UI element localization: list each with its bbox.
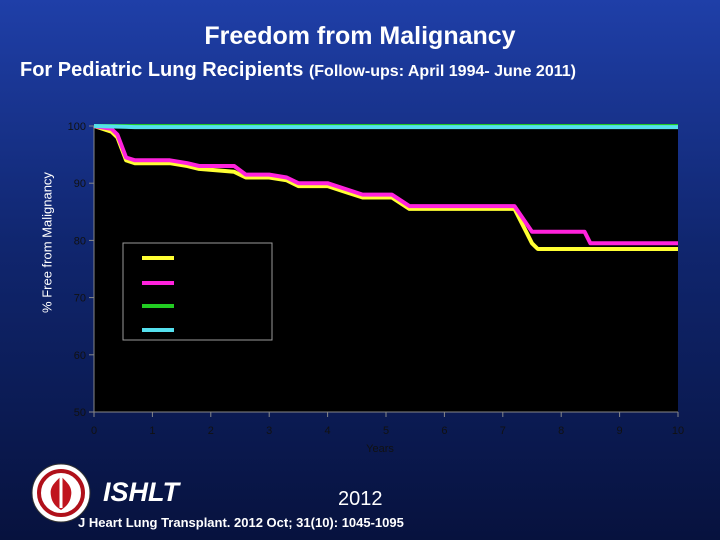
series-line-1 [93, 124, 678, 251]
slide-title: Freedom from Malignancy [204, 22, 516, 50]
y-axis-label: % Free from Malignancy [39, 172, 55, 313]
x-tick-label: 7 [500, 425, 506, 437]
x-tick-label: 5 [383, 425, 389, 437]
x-tick-label: 10 [672, 425, 684, 437]
citation: J Heart Lung Transplant. 2012 Oct; 31(10… [78, 515, 404, 530]
x-tick-label: 1 [149, 425, 155, 437]
x-axis-label: Years [366, 443, 394, 455]
x-tick-label: 0 [91, 425, 97, 437]
y-tick-label: 80 [74, 235, 86, 247]
x-tick-label: 2 [208, 425, 214, 437]
x-tick-label: 9 [617, 425, 623, 437]
y-tick-label: 50 [74, 407, 86, 419]
subtitle-note: (Follow-ups: April 1994- June 2011) [308, 63, 576, 80]
org-label: ISHLT [103, 477, 179, 507]
y-tick-label: 100 [68, 121, 86, 133]
subtitle-main: For Pediatric Lung Recipients [20, 59, 309, 81]
series-line-2 [93, 124, 678, 246]
x-tick-label: 6 [441, 425, 447, 437]
series-line-4 [93, 124, 678, 130]
ishlt-logo-icon [31, 463, 91, 523]
year-label: 2012 [338, 488, 383, 510]
y-tick-label: 90 [74, 178, 86, 190]
y-tick-label: 70 [74, 293, 86, 305]
slide-subtitle: For Pediatric Lung Recipients (Follow-up… [20, 59, 720, 82]
y-tick-label: 60 [74, 350, 86, 362]
x-tick-label: 4 [325, 425, 331, 437]
x-tick-label: 3 [266, 425, 272, 437]
x-tick-label: 8 [558, 425, 564, 437]
